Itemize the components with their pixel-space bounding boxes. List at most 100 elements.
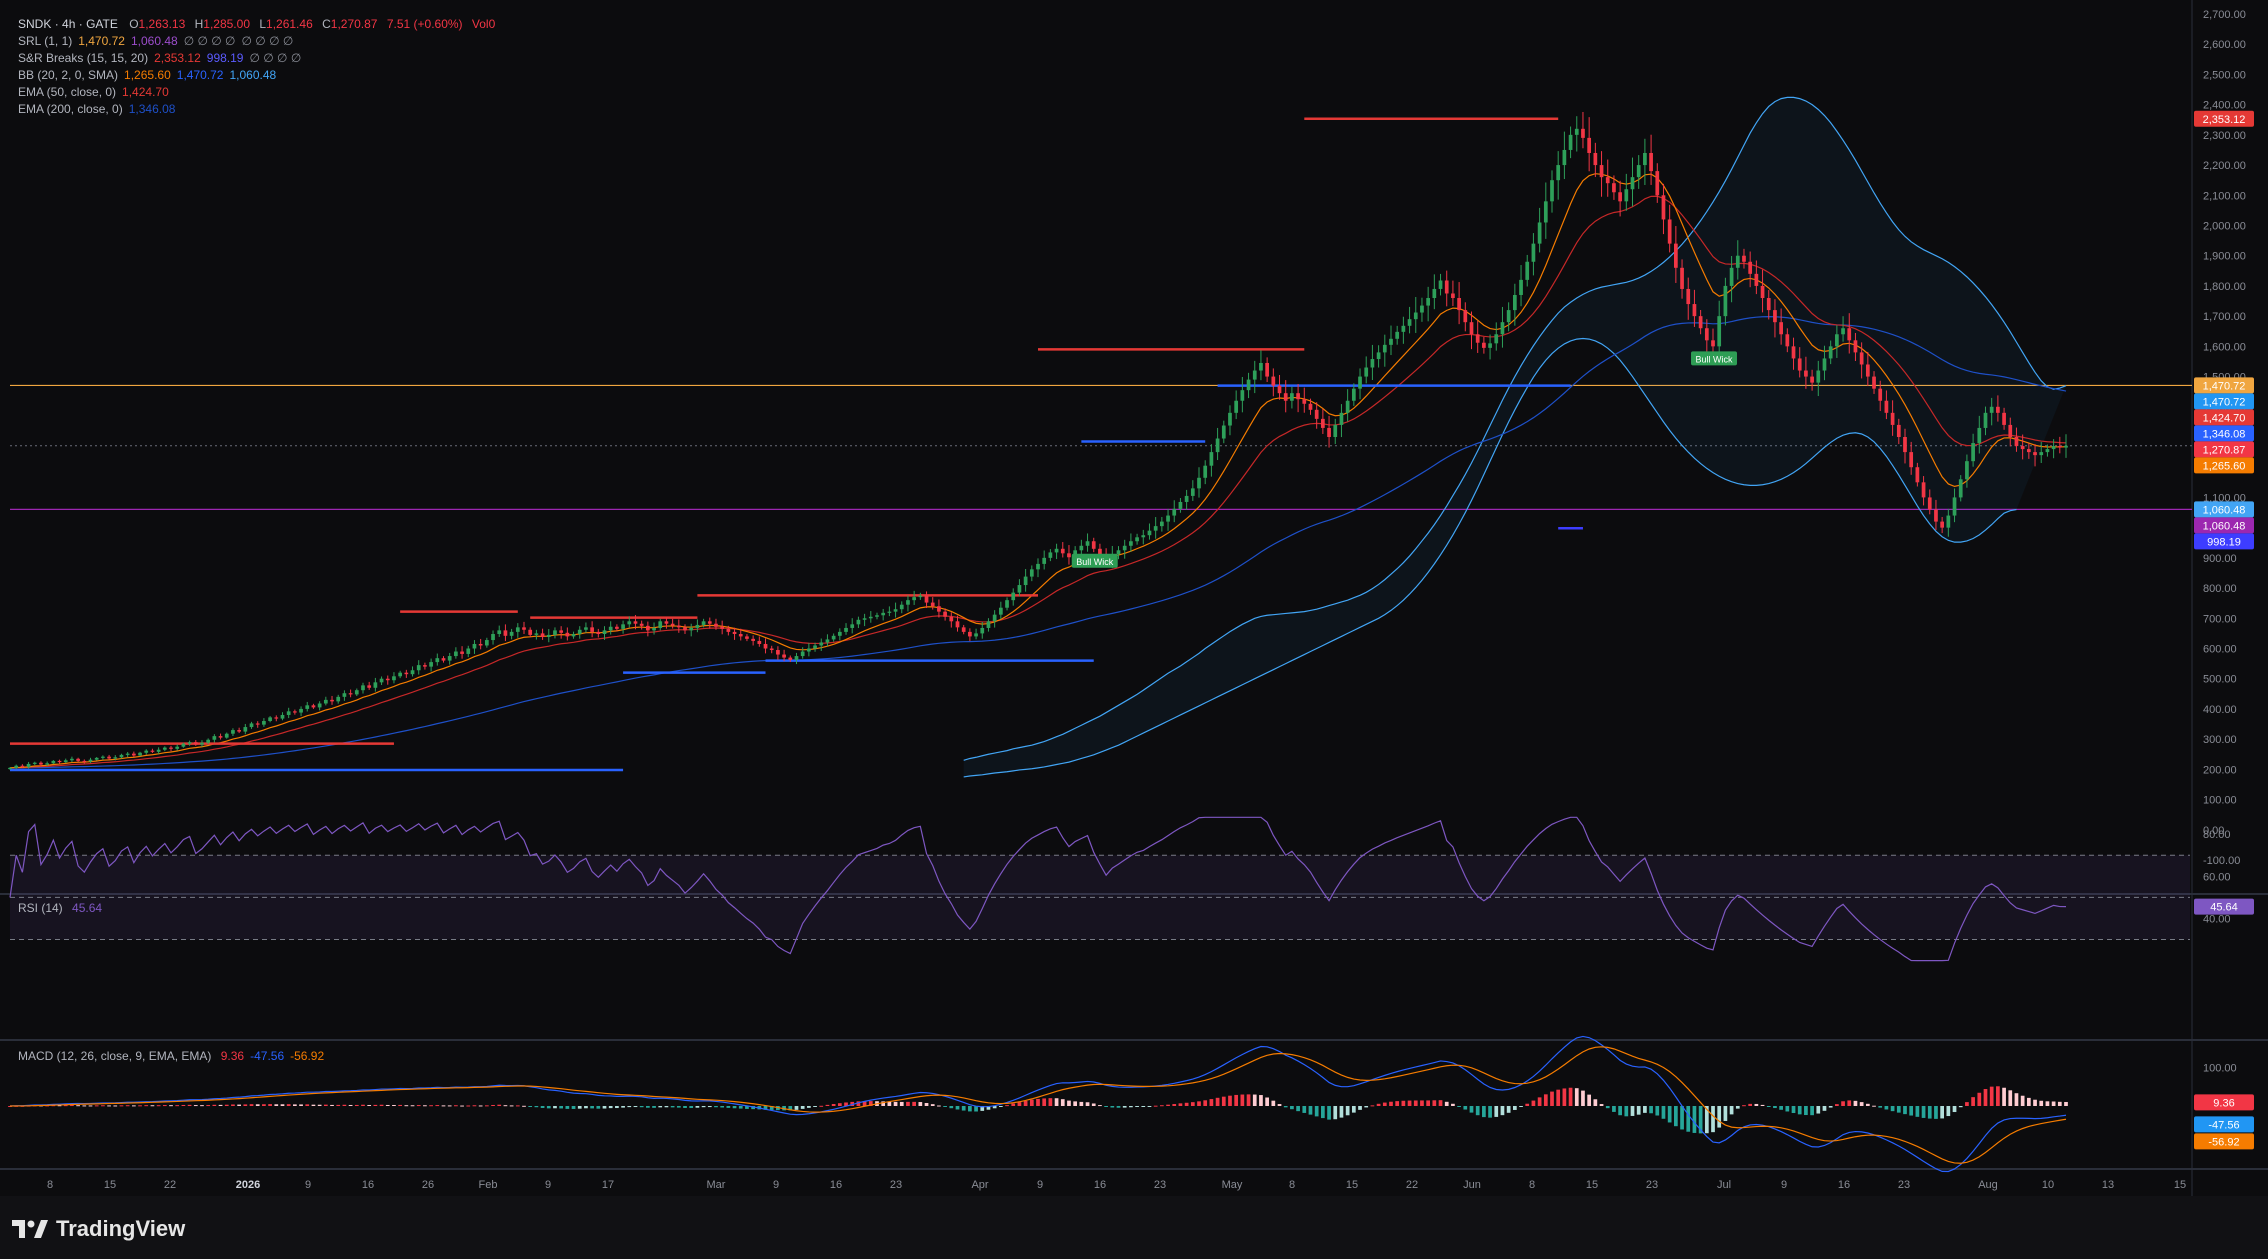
candle-body	[423, 665, 427, 667]
indicator-row[interactable]: S&R Breaks (15, 15, 20) 2,353.12 998.19 ∅ ∅…	[18, 50, 495, 67]
rsi-title[interactable]: RSI (14)	[18, 901, 63, 915]
macd-title[interactable]: MACD (12, 26, close, 9, EMA, EMA)	[18, 1049, 212, 1063]
macd-legend: MACD (12, 26, close, 9, EMA, EMA) 9.36 -4…	[18, 1049, 330, 1063]
macd-histogram-bar	[1816, 1106, 1821, 1114]
time-tick-label: 8	[1529, 1179, 1535, 1191]
candle-body	[1643, 152, 1647, 166]
candle-body	[1203, 465, 1208, 478]
macd-histogram-bar	[82, 1105, 87, 1107]
candle-body	[645, 625, 650, 631]
macd-histogram-bar	[1073, 1101, 1078, 1106]
candle-body	[546, 634, 551, 638]
candle-body	[1054, 548, 1059, 553]
indicator-value: 2,353.12	[154, 51, 201, 65]
macd-histogram-bar	[156, 1105, 161, 1107]
candle-body	[1277, 385, 1282, 394]
time-tick-label: Jul	[1717, 1179, 1731, 1191]
candle-body	[1624, 189, 1629, 202]
candle-body	[1073, 550, 1078, 558]
candle-body	[1519, 279, 1523, 295]
macd-histogram-bar	[1748, 1103, 1753, 1106]
macd-histogram-bar	[1655, 1106, 1660, 1116]
macd-histogram-bar	[1785, 1106, 1790, 1112]
candle-body	[1568, 134, 1573, 150]
candle-body	[63, 760, 68, 763]
macd-histogram-bar	[379, 1104, 384, 1106]
time-tick-label: 16	[830, 1179, 842, 1191]
candle-body	[1927, 497, 1932, 510]
time-tick-label: 16	[1838, 1179, 1850, 1191]
candle-body	[1147, 530, 1152, 536]
candle-body	[1407, 319, 1412, 326]
candle-body	[986, 621, 991, 628]
macd-histogram-bar	[1036, 1098, 1040, 1106]
indicator-row[interactable]: BB (20, 2, 0, SMA) 1,265.60 1,470.72 1,060.…	[18, 67, 495, 84]
rsi-value: 45.64	[72, 901, 103, 915]
volume-value: Vol0	[471, 17, 496, 31]
candle-body	[484, 640, 489, 646]
candle-body	[906, 600, 910, 605]
candle-body	[1135, 537, 1139, 542]
indicator-row[interactable]: SRL (1, 1) 1,470.72 1,060.48 ∅ ∅ ∅ ∅ ∅ ∅ ∅ ∅	[18, 33, 495, 50]
macd-histogram-bar	[243, 1104, 248, 1106]
macd-histogram-bar	[1550, 1091, 1554, 1106]
macd-histogram-bar	[1370, 1105, 1375, 1107]
macd-histogram	[8, 1086, 2068, 1134]
price-tick-label: 2,500.00	[2203, 69, 2246, 81]
candle-body	[1512, 294, 1517, 311]
candle-body	[1828, 346, 1833, 359]
candle-body	[1413, 312, 1418, 320]
indicator-row[interactable]: EMA (50, close, 0) 1,424.70	[18, 84, 495, 101]
macd-histogram-bar	[224, 1104, 229, 1106]
macd-histogram-bar	[1215, 1097, 1220, 1106]
candle-body	[565, 632, 570, 637]
rsi-axis: 80.00 60.00 40.00	[2203, 829, 2231, 925]
candle-body	[113, 757, 118, 759]
interval-label[interactable]: 4h	[62, 17, 76, 31]
candle-body	[918, 595, 923, 598]
macd-histogram-bar	[1810, 1106, 1814, 1116]
bollinger-upper-line	[963, 96, 2067, 761]
macd-histogram-bar	[1742, 1105, 1746, 1107]
macd-histogram-bar	[1203, 1100, 1208, 1106]
candle-body	[1271, 376, 1276, 386]
candle-body	[255, 723, 260, 725]
macd-histogram-bar	[1420, 1100, 1424, 1106]
macd-histogram-bar	[1265, 1097, 1269, 1106]
macd-histogram-bar	[1240, 1094, 1245, 1106]
candle-body	[1599, 165, 1604, 178]
macd-histogram-bar	[1029, 1099, 1034, 1106]
macd-histogram-bar	[1147, 1106, 1152, 1107]
macd-histogram-bar	[218, 1104, 223, 1106]
indicator-row[interactable]: EMA (200, close, 0) 1,346.08	[18, 101, 495, 118]
candle-body	[837, 631, 842, 636]
macd-histogram-bar	[1252, 1094, 1257, 1106]
candle-body	[676, 625, 681, 628]
macd-values: 9.36 -47.56 -56.92	[221, 1049, 330, 1063]
macd-histogram-bar	[695, 1106, 700, 1108]
candle-body	[379, 678, 384, 683]
macd-histogram-bar	[1259, 1095, 1263, 1106]
candle-body	[1804, 370, 1808, 377]
symbol-name[interactable]: SNDK	[18, 17, 52, 31]
macd-histogram-bar	[1339, 1106, 1344, 1118]
macd-histogram-bar	[1940, 1106, 1945, 1119]
candle-body	[1673, 243, 1678, 268]
candle-body	[1141, 535, 1146, 538]
price-tick-label: 2,600.00	[2203, 39, 2246, 51]
macd-histogram-bar	[608, 1106, 613, 1109]
tradingview-brand[interactable]: TradingView	[12, 1216, 185, 1242]
candle-body	[1977, 427, 1982, 444]
price-tick-label: 700.00	[2203, 613, 2237, 625]
candle-body	[1698, 316, 1703, 329]
macd-histogram-bar	[503, 1105, 508, 1107]
time-tick-label: Mar	[707, 1179, 726, 1191]
macd-histogram-bar	[528, 1106, 533, 1107]
macd-histogram-bar	[1884, 1106, 1889, 1110]
macd-histogram-bar	[1506, 1106, 1511, 1113]
candle-body	[392, 676, 396, 681]
candle-body	[262, 721, 266, 725]
macd-histogram-bar	[2026, 1097, 2031, 1106]
macd-histogram-bar	[1791, 1106, 1796, 1114]
